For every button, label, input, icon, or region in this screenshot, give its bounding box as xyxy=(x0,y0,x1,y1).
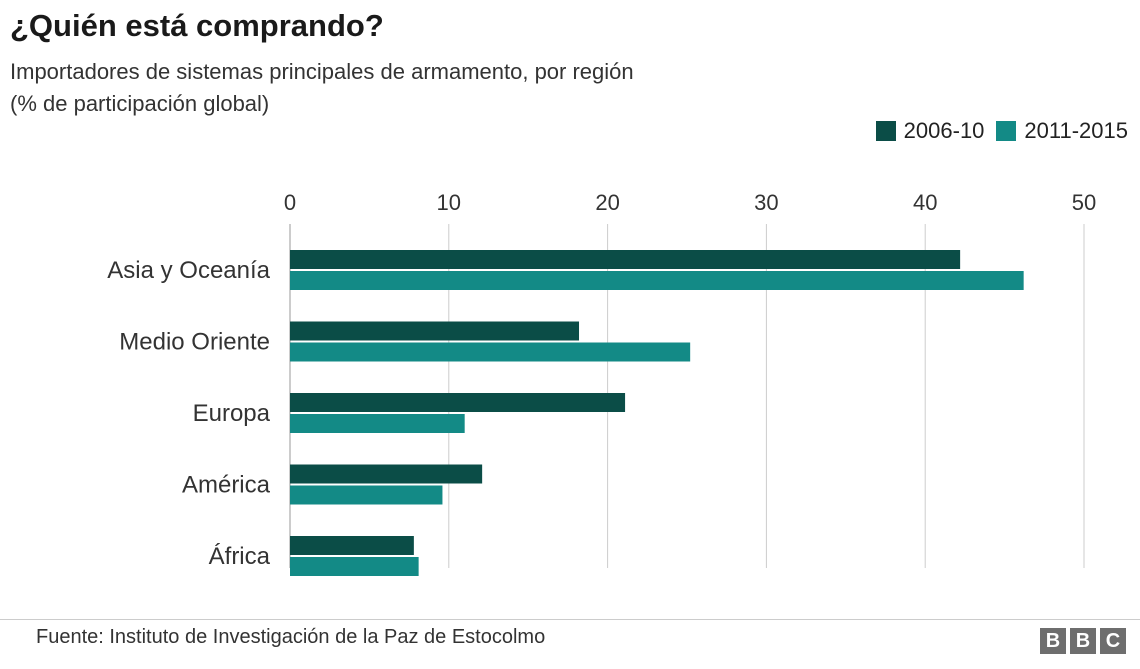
legend-label-2006: 2006-10 xyxy=(903,118,985,143)
x-tick-label: 40 xyxy=(913,190,937,215)
category-label: Asia y Oceanía xyxy=(107,257,270,284)
bar xyxy=(290,557,419,576)
bar xyxy=(290,250,961,269)
bbc-logo-letter: B xyxy=(1040,628,1066,654)
source-note: Fuente: Instituto de Investigación de la… xyxy=(36,626,546,648)
bar xyxy=(290,485,443,505)
x-tick-label: 0 xyxy=(284,190,296,215)
bar xyxy=(290,393,626,412)
bar xyxy=(290,414,465,433)
footer-divider xyxy=(0,619,1140,620)
bar xyxy=(290,271,1024,290)
chart-subtitle: Importadores de sistemas principales de … xyxy=(10,56,634,120)
bbc-logo: B B C xyxy=(1040,628,1126,654)
legend-swatch-2006 xyxy=(875,121,896,141)
subtitle-line-2: (% de participación global) xyxy=(10,91,270,116)
category-label: América xyxy=(182,472,271,499)
x-tick-label: 10 xyxy=(437,190,461,215)
bar xyxy=(290,464,483,484)
bar xyxy=(290,342,691,362)
chart-legend: 2006-10 2011-2015 xyxy=(875,118,1128,144)
x-tick-label: 20 xyxy=(595,190,619,215)
legend-item-2011: 2011-2015 xyxy=(996,118,1128,144)
bar xyxy=(290,321,580,341)
legend-swatch-2011 xyxy=(996,121,1017,141)
bar xyxy=(290,536,414,555)
chart-title: ¿Quién está comprando? xyxy=(10,8,384,43)
category-label: Medio Oriente xyxy=(119,329,270,356)
x-tick-label: 50 xyxy=(1072,190,1096,215)
legend-label-2011: 2011-2015 xyxy=(1024,118,1128,143)
category-label: África xyxy=(209,543,271,570)
category-label: Europa xyxy=(193,400,271,427)
bbc-logo-letter: C xyxy=(1100,628,1126,654)
bbc-logo-letter: B xyxy=(1070,628,1096,654)
bar-chart: 0 10 20 30 40 50 Asia y Oceanía Medio Oriente Eu… xyxy=(107,190,1096,576)
x-tick-label: 30 xyxy=(754,190,778,215)
legend-item-2006: 2006-10 xyxy=(875,118,985,144)
subtitle-line-1: Importadores de sistemas principales de … xyxy=(10,59,634,84)
